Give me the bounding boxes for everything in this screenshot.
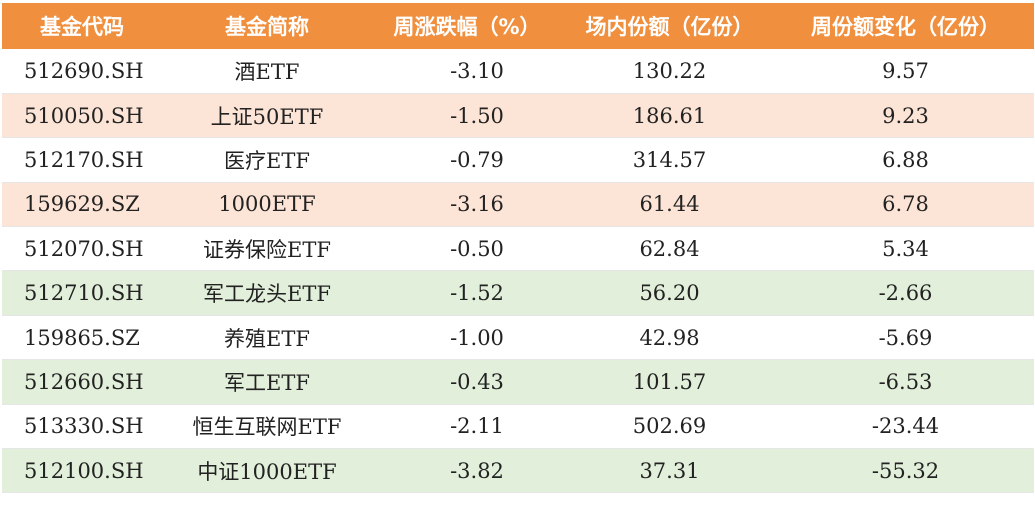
cell-weekly-change: -1.50 — [450, 103, 504, 128]
cell-fund-name: 养殖ETF — [224, 326, 310, 351]
table-row: 513330.SH 恒生互联网ETF -2.11 502.69 -23.44 — [2, 404, 1034, 449]
cell-fund-name: 军工ETF — [224, 370, 310, 395]
cell-shares: 42.98 — [639, 325, 700, 350]
table-row: 510050.SH 上证50ETF -1.50 186.61 9.23 — [2, 93, 1034, 138]
cell-fund-code: 159629.SZ — [24, 192, 140, 217]
cell-fund-name: 证券保险ETF — [203, 237, 331, 262]
cell-fund-code: 512690.SH — [24, 58, 144, 83]
cell-fund-name: 酒ETF — [234, 59, 300, 84]
cell-fund-name: 医疗ETF — [224, 148, 310, 173]
cell-fund-code: 513330.SH — [24, 414, 144, 439]
header-fund-name: 基金简称 — [225, 15, 309, 39]
cell-weekly-change: -2.11 — [450, 414, 504, 439]
table-row: 512100.SH 中证1000ETF -3.82 37.31 -55.32 — [2, 448, 1034, 493]
cell-fund-code: 512070.SH — [24, 236, 144, 261]
cell-fund-code: 512710.SH — [24, 281, 144, 306]
table-header: 基金代码 基金简称 周涨跌幅（%） 场内份额（亿份） 周份额变化（亿份） — [2, 3, 1034, 49]
cell-shares: 186.61 — [632, 103, 707, 128]
header-shares: 场内份额（亿份） — [585, 15, 754, 39]
table-row: 512710.SH 军工龙头ETF -1.52 56.20 -2.66 — [2, 270, 1034, 316]
cell-shares: 502.69 — [632, 414, 707, 439]
cell-share-change: -5.69 — [878, 325, 933, 350]
cell-fund-name: 中证1000ETF — [197, 459, 337, 484]
header-share-change: 周份额变化（亿份） — [811, 15, 1000, 39]
table-row: 512070.SH 证券保险ETF -0.50 62.84 5.34 — [2, 226, 1034, 271]
table-row: 512690.SH 酒ETF -3.10 130.22 9.57 — [2, 49, 1034, 94]
header-row: 基金代码 基金简称 周涨跌幅（%） 场内份额（亿份） 周份额变化（亿份） — [2, 3, 1034, 49]
cell-fund-code: 512100.SH — [24, 458, 144, 483]
cell-weekly-change: -0.43 — [450, 369, 504, 394]
cell-share-change: 9.57 — [882, 58, 929, 83]
etf-share-table: 基金代码 基金简称 周涨跌幅（%） 场内份额（亿份） 周份额变化（亿份） 512… — [2, 3, 1034, 493]
cell-weekly-change: -1.00 — [450, 325, 504, 350]
cell-share-change: -2.66 — [878, 281, 933, 306]
cell-fund-code: 510050.SH — [24, 103, 144, 128]
cell-weekly-change: -3.10 — [450, 58, 504, 83]
cell-shares: 130.22 — [632, 58, 707, 83]
cell-fund-name: 1000ETF — [218, 192, 316, 217]
cell-shares: 37.31 — [639, 458, 700, 483]
cell-weekly-change: -3.82 — [450, 458, 504, 483]
cell-fund-code: 512660.SH — [24, 369, 144, 394]
table-body: 512690.SH 酒ETF -3.10 130.22 9.57 510050.… — [2, 49, 1034, 493]
cell-shares: 314.57 — [632, 147, 707, 172]
cell-shares: 56.20 — [639, 281, 700, 306]
cell-fund-code: 159865.SZ — [24, 325, 140, 350]
cell-shares: 101.57 — [632, 369, 707, 394]
table-row: 512170.SH 医疗ETF -0.79 314.57 6.88 — [2, 137, 1034, 183]
cell-share-change: -55.32 — [871, 458, 940, 483]
cell-fund-name: 军工龙头ETF — [203, 282, 331, 307]
etf-share-table-container: 基金代码 基金简称 周涨跌幅（%） 场内份额（亿份） 周份额变化（亿份） 512… — [2, 3, 1034, 499]
cell-weekly-change: -1.52 — [450, 281, 504, 306]
cell-shares: 62.84 — [639, 236, 700, 261]
table-row: 512660.SH 军工ETF -0.43 101.57 -6.53 — [2, 359, 1034, 405]
table-row: 159629.SZ 1000ETF -3.16 61.44 6.78 — [2, 182, 1034, 227]
cell-share-change: -6.53 — [878, 369, 933, 394]
cell-fund-code: 512170.SH — [24, 147, 144, 172]
header-fund-code: 基金代码 — [40, 15, 124, 39]
cell-shares: 61.44 — [639, 192, 700, 217]
cell-weekly-change: -0.50 — [450, 236, 504, 261]
cell-share-change: 6.88 — [882, 147, 929, 172]
table-row: 159865.SZ 养殖ETF -1.00 42.98 -5.69 — [2, 315, 1034, 360]
header-weekly-change: 周涨跌幅（%） — [393, 15, 541, 39]
cell-weekly-change: -3.16 — [450, 192, 504, 217]
cell-share-change: 6.78 — [882, 192, 929, 217]
cell-share-change: 9.23 — [882, 103, 929, 128]
cell-fund-name: 上证50ETF — [210, 104, 324, 129]
cell-share-change: 5.34 — [882, 236, 929, 261]
cell-weekly-change: -0.79 — [450, 147, 504, 172]
cell-share-change: -23.44 — [871, 414, 940, 439]
cell-fund-name: 恒生互联网ETF — [192, 415, 342, 440]
